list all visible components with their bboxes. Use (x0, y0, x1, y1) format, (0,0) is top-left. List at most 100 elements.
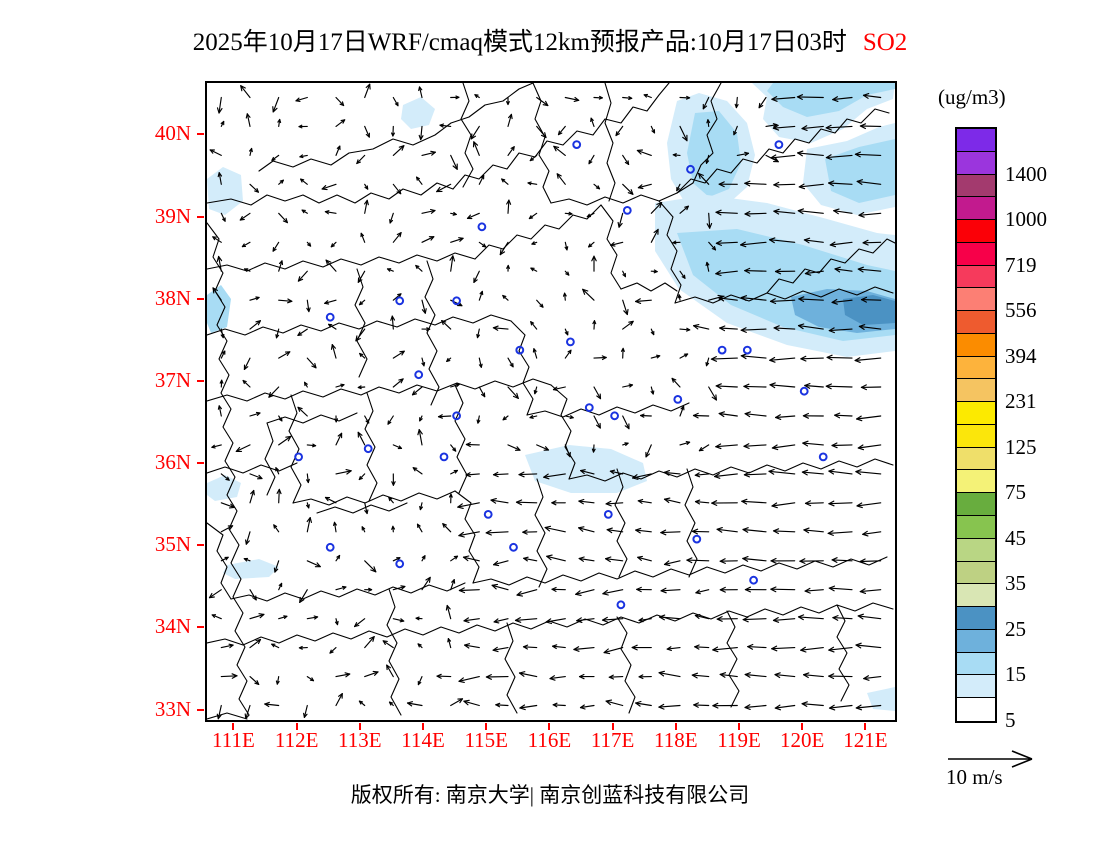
wind-vector-head (677, 294, 682, 299)
wind-vector-head (801, 469, 809, 476)
wind-vector-head (476, 333, 480, 339)
wind-vector (593, 386, 602, 400)
city-marker[interactable] (509, 542, 518, 552)
city-marker[interactable] (584, 403, 594, 413)
city-marker[interactable] (603, 510, 613, 519)
copyright-footer: 版权所有: 南京大学| 南京创蓝科技有限公司 (350, 783, 750, 807)
wind-vector (744, 182, 767, 185)
wind-vector-head (854, 357, 861, 363)
wind-vector-head (828, 585, 836, 592)
city-marker[interactable] (414, 370, 424, 380)
wind-vector-head (676, 186, 680, 192)
city-marker[interactable] (483, 510, 493, 519)
city-marker[interactable] (395, 296, 405, 306)
colorbar-label-231: 231 (1005, 389, 1037, 414)
city-marker[interactable] (742, 345, 752, 355)
wind-vector-head (692, 412, 699, 419)
wind-vector (335, 673, 351, 678)
wind-vector-head (370, 566, 377, 573)
map-plot-area[interactable] (205, 81, 897, 722)
wind-vector-head (239, 216, 245, 221)
city-marker[interactable] (325, 312, 335, 322)
wind-vector-head (564, 246, 569, 251)
city-marker[interactable] (818, 452, 828, 462)
wind-vector-head (609, 469, 616, 475)
wind-vector-head (276, 488, 282, 495)
city-marker[interactable] (395, 559, 405, 569)
city-marker[interactable] (452, 411, 462, 421)
wind-vector-head (272, 106, 278, 113)
lat-tick-label-35N: 35N (154, 532, 191, 557)
wind-vector-head (397, 293, 402, 298)
city-marker[interactable] (692, 534, 702, 544)
wind-vector (356, 154, 366, 165)
wind-vector-head (211, 444, 216, 449)
wind-vector (742, 557, 767, 562)
wind-vector (743, 444, 767, 447)
wind-vector-head (275, 467, 279, 472)
wind-vector-head (418, 134, 424, 141)
wind-vector-head (243, 557, 249, 562)
wind-vector-head (650, 390, 655, 395)
wind-vector (710, 357, 738, 360)
wind-vector (736, 152, 750, 156)
wind-vector-head (543, 473, 550, 480)
wind-vector (421, 151, 436, 156)
lon-tick-label-121E: 121E (843, 728, 888, 752)
city-marker[interactable] (294, 452, 303, 462)
city-marker[interactable] (363, 444, 373, 454)
wind-vector-head (255, 638, 262, 645)
city-marker[interactable] (439, 452, 449, 462)
city-marker[interactable] (673, 395, 683, 404)
wind-vector-head (855, 469, 862, 475)
wind-vector (740, 297, 767, 301)
wind-vector-head (740, 241, 747, 248)
city-marker[interactable] (616, 600, 626, 610)
wind-vector (278, 351, 291, 359)
wind-vector (803, 239, 824, 243)
city-marker[interactable] (749, 575, 758, 585)
city-marker[interactable] (686, 164, 695, 174)
wind-vector-head (528, 215, 534, 220)
city-marker[interactable] (717, 345, 727, 355)
wind-vector (240, 85, 251, 99)
wind-vector-head (573, 646, 580, 652)
wind-vector (828, 328, 853, 332)
city-marker[interactable] (477, 222, 487, 232)
city-marker[interactable] (799, 386, 809, 396)
wind-vector-head (436, 673, 442, 679)
wind-vector-head (624, 160, 630, 165)
colorbar[interactable] (955, 127, 997, 723)
colorbar-band-15 (957, 470, 995, 494)
wind-vector (660, 531, 681, 534)
wind-vector-head (606, 527, 613, 534)
wind-vector-head (578, 673, 585, 680)
city-marker[interactable] (325, 542, 335, 552)
wind-vector-head (744, 151, 750, 157)
wind-vector (514, 618, 538, 621)
wind-vector (796, 96, 824, 99)
wind-vector (249, 589, 257, 601)
city-marker[interactable] (610, 411, 620, 421)
wind-vector-head (705, 159, 710, 164)
wind-vector (473, 270, 480, 283)
wind-vector-head (771, 444, 779, 451)
wind-vector-head (340, 119, 346, 124)
city-marker[interactable] (452, 296, 462, 306)
wind-vector (441, 320, 452, 330)
wind-vector-head (390, 315, 396, 321)
city-marker[interactable] (622, 206, 632, 215)
city-marker[interactable] (566, 337, 575, 347)
city-marker[interactable] (515, 345, 525, 355)
lat-tick-label-39N: 39N (154, 203, 191, 228)
city-marker[interactable] (774, 140, 784, 149)
wind-vector-head (856, 502, 863, 509)
lon-tick-label-115E: 115E (464, 728, 508, 752)
wind-vector (249, 676, 260, 685)
wind-vector (415, 264, 423, 272)
wind-vector (264, 703, 280, 707)
wind-vector-head (542, 100, 549, 107)
wind-vector (364, 125, 370, 138)
wind-vector-head (364, 509, 369, 515)
city-marker[interactable] (572, 140, 582, 149)
